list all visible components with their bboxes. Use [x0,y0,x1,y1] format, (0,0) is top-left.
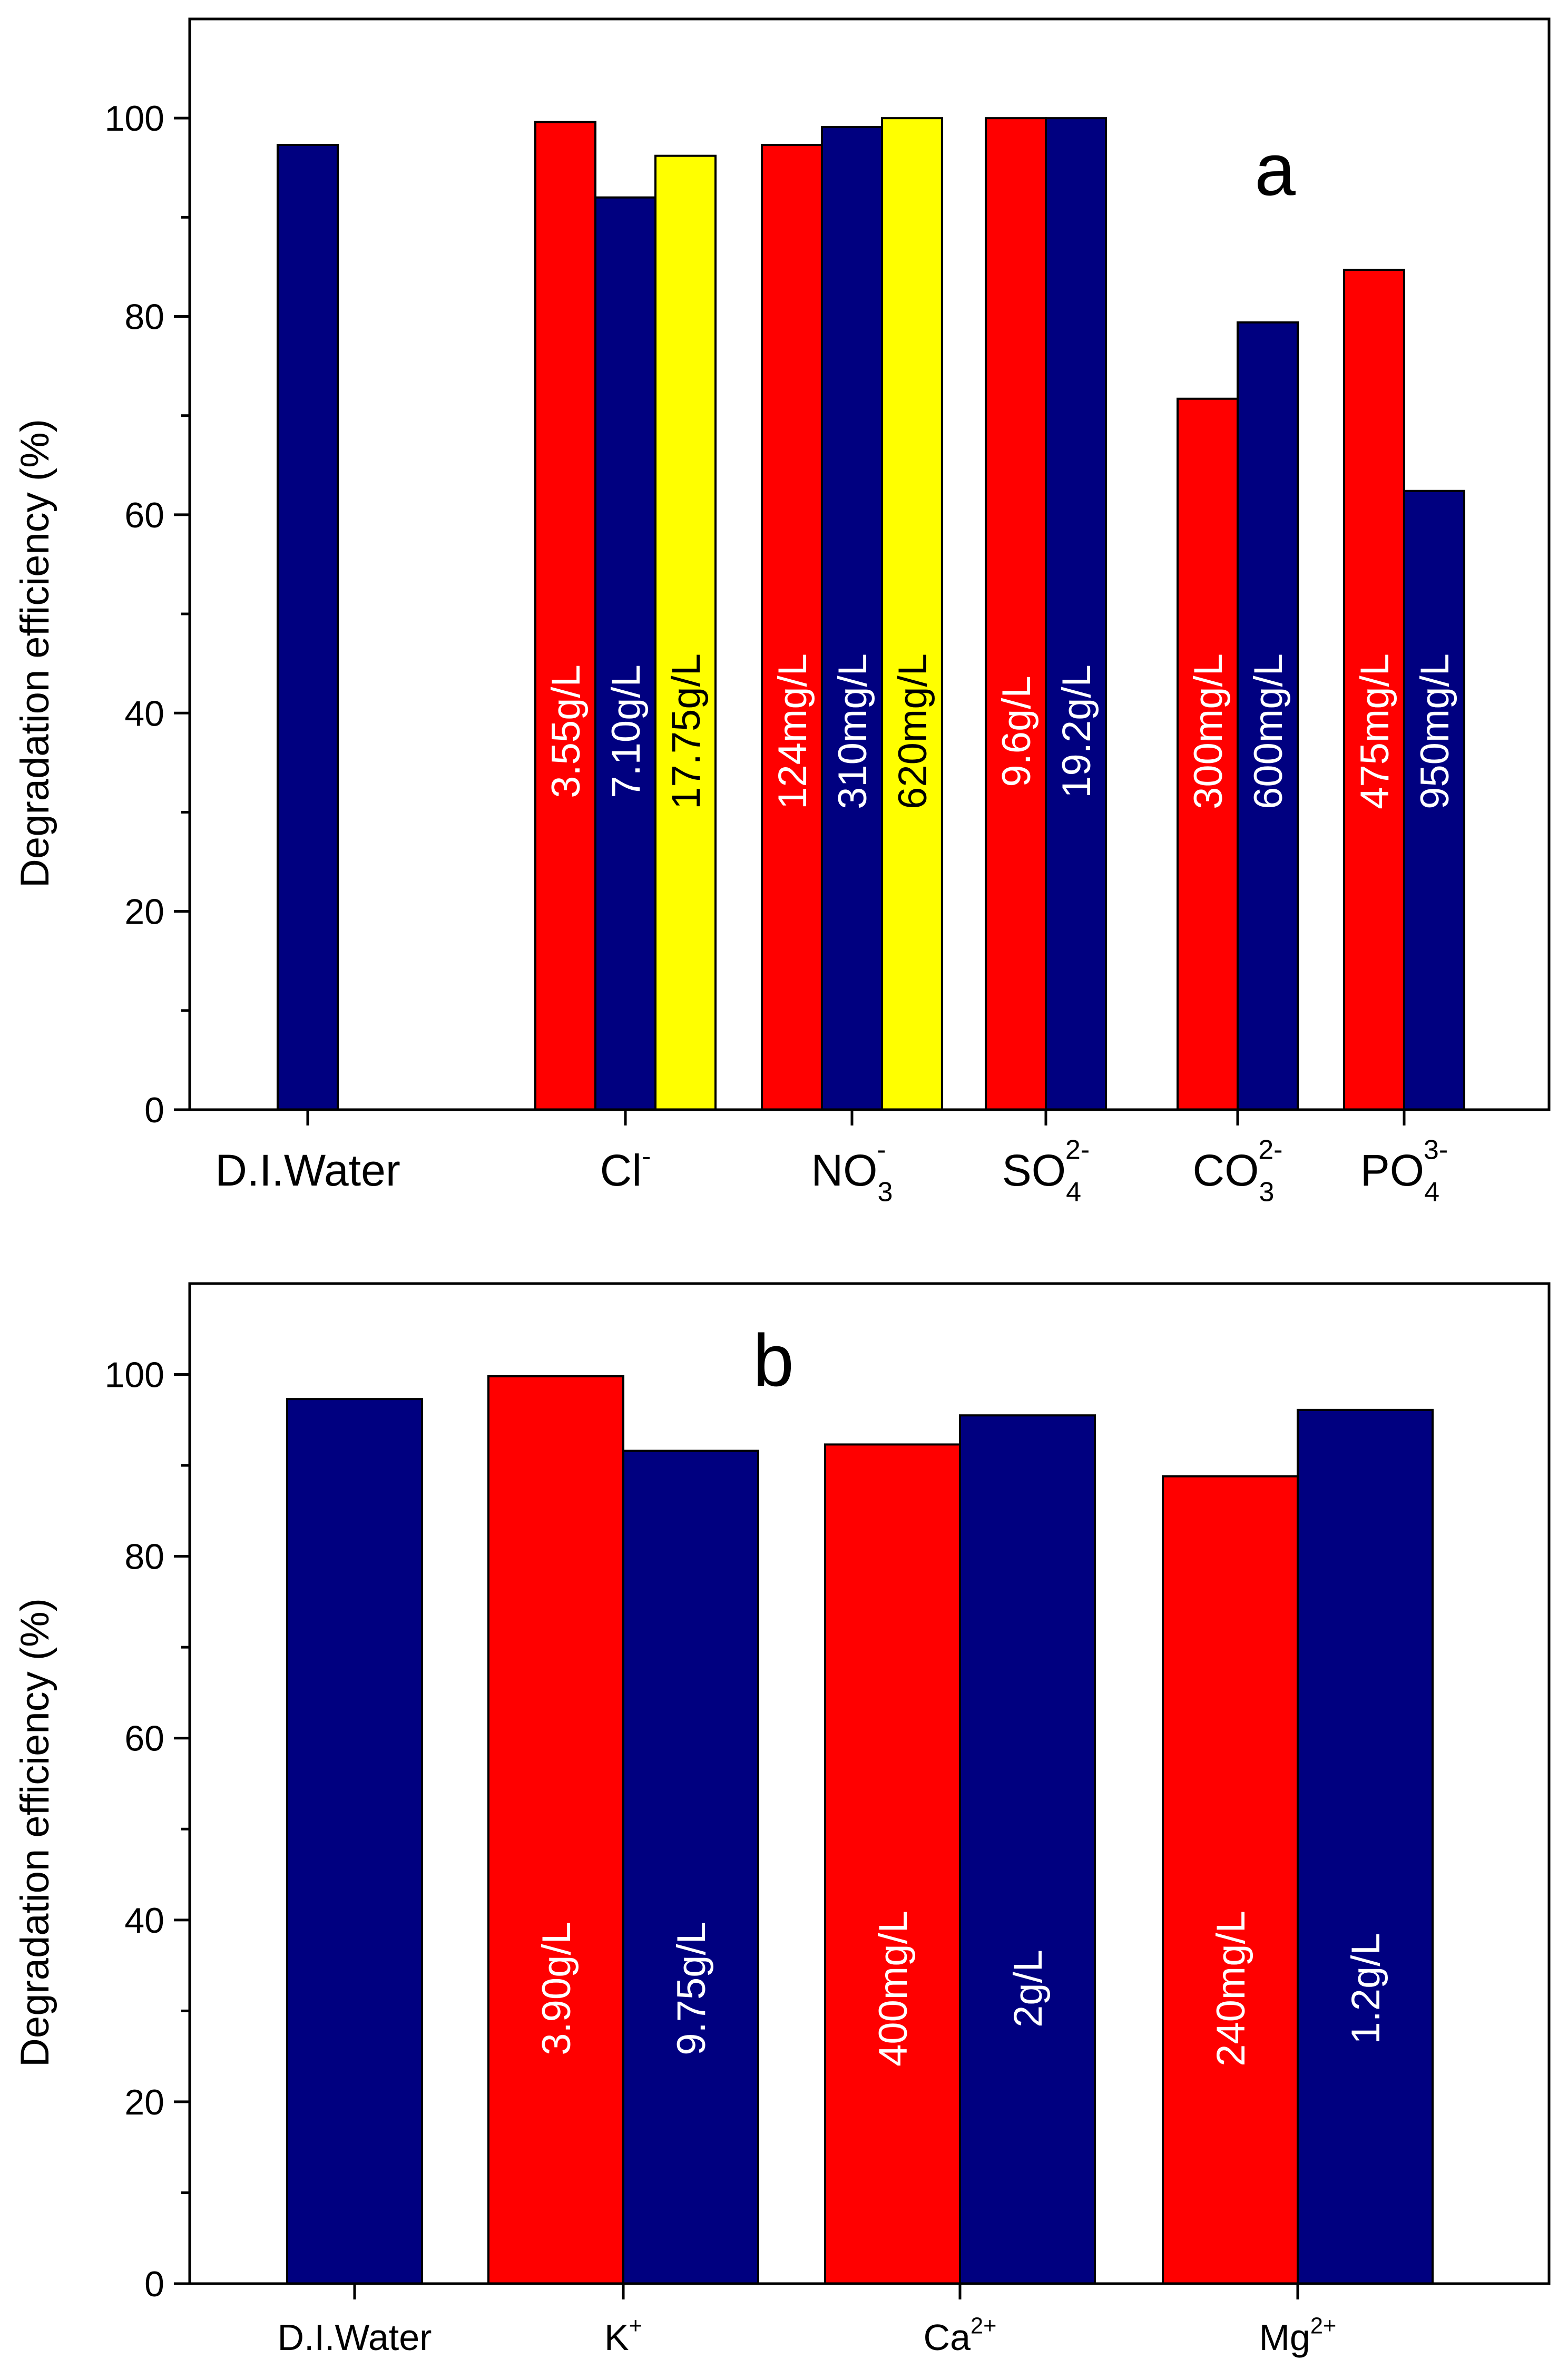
category-label-a-4: CO32- [1192,1135,1282,1208]
ytick-label-a-5: 100 [105,99,164,139]
bar-a-3-0 [985,117,1047,1111]
category-label-a-1: Cl- [600,1141,651,1195]
panel-b-ylabel: Degradation efficiency (%) [13,1598,57,2067]
bar-a-4-1 [1237,321,1299,1111]
bar-label-a-3-0: 9.6g/L [994,676,1039,787]
category-label-a-0: D.I.Water [215,1146,400,1195]
bar-label-a-5-0: 475mg/L [1353,653,1397,809]
panel-a-plot-area: D.I.Water 3.55g/L 7.10g/L 17.75g/L Cl- 124mg/… [105,17,1551,1208]
bar-label-b-2-1: 2g/L [1006,1950,1051,2028]
bar-label-b-3-1: 1.2g/L [1344,1933,1388,2044]
category-label-b-0: D.I.Water [278,2317,432,2358]
category-label-a-5: PO43- [1360,1135,1448,1208]
ytick-label-a-4: 80 [124,297,164,337]
plot-frame-b [188,1282,1551,2285]
bar-label-b-3-0: 240mg/L [1209,1911,1253,2067]
category-label-b-3: Mg2+ [1259,2314,1337,2358]
bar-a-2-1 [821,126,883,1111]
bar-a-1-1 [594,196,656,1111]
bar-label-a-2-2: 620mg/L [890,653,935,809]
bar-label-a-4-1: 600mg/L [1246,653,1291,809]
bar-a-0-0 [277,143,339,1111]
bar-a-5-0 [1343,269,1405,1111]
ytick-label-a-3: 60 [124,495,164,535]
panel-b-chart: Degradation efficiency (%) b D.I.Water 3.… [13,1282,1551,2358]
bar-label-a-2-1: 310mg/L [830,653,875,809]
bar-label-b-1-1: 9.75g/L [669,1922,714,2055]
bar-a-1-0 [534,121,596,1111]
bar-label-b-1-0: 3.90g/L [534,1922,579,2055]
ytick-label-a-2: 40 [124,693,164,733]
ytick-label-b-2: 40 [124,1901,164,1941]
bar-a-3-1 [1045,117,1107,1111]
bar-label-a-3-1: 19.2g/L [1054,664,1099,798]
category-label-b-2: Ca2+ [924,2314,997,2358]
bar-label-b-2-0: 400mg/L [871,1911,916,2067]
bar-label-a-4-0: 300mg/L [1186,653,1231,809]
plot-frame-a [188,17,1551,1111]
bar-b-1-1 [622,1450,759,2285]
panel-a-letter: a [1255,128,1296,211]
panel-b-letter: b [753,1319,794,1402]
panel-a-ylabel: Degradation efficiency (%) [13,419,57,888]
category-label-a-3: SO42- [1002,1135,1090,1208]
ytick-label-a-1: 20 [124,892,164,932]
bar-label-a-1-0: 3.55g/L [544,664,589,798]
bar-b-2-0 [824,1443,961,2285]
ytick-label-a-0: 0 [144,1090,164,1130]
bar-b-0-0 [286,1398,423,2285]
ytick-label-b-3: 60 [124,1719,164,1759]
ytick-label-b-4: 80 [124,1537,164,1577]
panel-a-chart: Degradation efficiency (%) a D.I.Water 3.… [13,17,1551,1208]
bar-b-3-0 [1162,1475,1299,2285]
bar-label-a-1-2: 17.75g/L [664,653,709,809]
bar-a-4-0 [1177,397,1239,1111]
panel-b-plot-area: D.I.Water 3.90g/L 9.75g/L K+ 400mg/L 2g/L Ca2+… [105,1282,1551,2358]
bar-label-a-5-1: 950mg/L [1413,653,1457,809]
bar-a-1-2 [654,154,717,1111]
ytick-label-b-5: 100 [105,1355,164,1395]
bar-label-a-2-0: 124mg/L [770,653,815,809]
bar-b-3-1 [1297,1408,1434,2285]
category-label-a-2: NO3- [811,1135,893,1208]
bar-a-2-2 [881,117,943,1111]
category-label-b-1: K+ [604,2314,642,2358]
bar-b-2-1 [959,1414,1096,2285]
bar-a-5-1 [1403,490,1465,1111]
ytick-label-b-1: 20 [124,2082,164,2122]
bar-a-2-0 [761,143,823,1111]
ytick-label-b-0: 0 [144,2264,164,2304]
bar-label-a-1-1: 7.10g/L [604,664,649,798]
bar-b-1-0 [487,1375,624,2285]
